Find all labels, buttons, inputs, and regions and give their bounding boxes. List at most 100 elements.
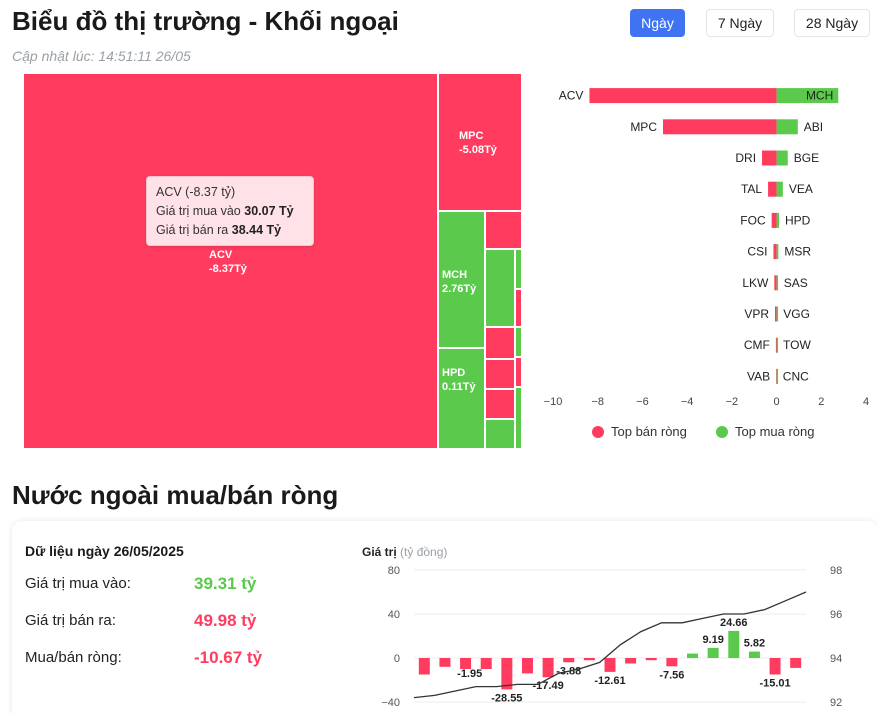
treemap-cell-small[interactable] xyxy=(515,249,522,289)
range-28day-button[interactable]: 28 Ngày xyxy=(794,9,870,37)
net-flow-bar xyxy=(687,653,699,658)
y2-tick-label: 96 xyxy=(830,609,842,621)
net-flow-bar-label: -28.55 xyxy=(491,692,522,704)
flow-chart-ylabel: Giá trị (tỷ đồng) xyxy=(362,545,447,559)
treemap-cell-acv[interactable] xyxy=(23,73,438,449)
treemap-cell-small[interactable] xyxy=(485,359,515,389)
treemap-cell-small[interactable] xyxy=(485,211,522,249)
tooltip-buy: Giá trị mua vào 30.07 Tỷ xyxy=(156,202,304,221)
net-flow-bar xyxy=(542,658,554,678)
sell-bar xyxy=(771,212,777,228)
treemap: ACV -8.37Tỷ MPC -5.08Tỷ MCH 2.76Tỷ HPD 0… xyxy=(23,73,522,449)
treemap-cell-small[interactable] xyxy=(485,249,515,327)
buy-bar xyxy=(776,244,779,260)
flow-chart-ylabel-text: Giá trị xyxy=(362,545,397,559)
sell-bar-label: TAL xyxy=(741,182,762,196)
net-data-date: Dữ liệu ngày 26/05/2025 xyxy=(25,543,184,559)
net-flow-bar-label: 5.82 xyxy=(744,638,765,650)
treemap-cell-mpc[interactable] xyxy=(438,73,522,211)
buy-value: 39.31 tỷ xyxy=(194,574,257,593)
buy-value-label: Giá trị mua vào: xyxy=(25,575,131,592)
legend-buy[interactable]: Top mua ròng xyxy=(716,424,815,439)
x-tick-label: 0 xyxy=(774,396,780,408)
treemap-cell-small[interactable] xyxy=(515,327,522,357)
sell-bar-label: DRI xyxy=(735,151,756,165)
legend-sell[interactable]: Top bán ròng xyxy=(592,424,687,439)
buy-bar-label: BGE xyxy=(794,151,819,165)
treemap-code: ACV xyxy=(209,249,233,261)
sell-bar-label: CMF xyxy=(744,338,770,352)
range-7day-button[interactable]: 7 Ngày xyxy=(706,9,774,37)
x-tick-label: −2 xyxy=(726,396,739,408)
treemap-cell-small[interactable] xyxy=(515,357,522,387)
net-flow-bar xyxy=(460,658,472,669)
buy-bar-label: SAS xyxy=(784,276,808,290)
sell-bar xyxy=(768,181,777,197)
x-tick-label: −6 xyxy=(636,396,649,408)
sell-bar-label: VPR xyxy=(744,307,769,321)
top-net-bar-chart: ACV MCH MPC ABI DRI BGE TAL VEA FOC HPD CSI MSR LKW S… xyxy=(544,88,869,408)
y-tick-label: −40 xyxy=(381,697,400,709)
tooltip-buy-label: Giá trị mua vào xyxy=(156,204,241,218)
net-flow-bar xyxy=(728,630,740,658)
sell-value-label: Giá trị bán ra: xyxy=(25,612,116,629)
x-tick-label: −10 xyxy=(544,396,563,408)
net-flow-bar xyxy=(480,658,492,669)
updated-timestamp: Cập nhật lúc: 14:51:11 26/05 xyxy=(12,48,191,64)
net-flow-bar-label: -15.01 xyxy=(759,678,790,690)
index-line xyxy=(413,591,807,699)
treemap-cell-small[interactable] xyxy=(485,419,515,449)
sell-bar-label: VAB xyxy=(747,369,770,383)
treemap-label-mch: MCH 2.76Tỷ xyxy=(442,268,476,296)
tooltip-title: ACV (-8.37 tỷ) xyxy=(156,185,236,199)
net-flow-bar xyxy=(501,658,513,690)
tooltip-sell-label: Giá trị bán ra xyxy=(156,223,229,237)
treemap-cell-small[interactable] xyxy=(515,387,522,449)
treemap-cell-small[interactable] xyxy=(485,327,515,359)
net-flow-bar-label: -7.56 xyxy=(659,669,684,681)
buy-bar-label: CNC xyxy=(783,369,809,383)
net-value: -10.67 tỷ xyxy=(194,648,263,667)
treemap-code: MPC xyxy=(459,130,484,142)
net-flow-bar xyxy=(769,658,781,675)
treemap-cell-mch[interactable] xyxy=(438,211,485,348)
net-flow-bar xyxy=(521,658,533,674)
net-flow-bar-label: 24.66 xyxy=(720,617,748,629)
buy-bar xyxy=(776,337,779,353)
sell-bar-label: ACV xyxy=(559,89,584,103)
buy-bar-label: ABI xyxy=(804,120,823,134)
sell-bar-label: MPC xyxy=(630,120,657,134)
net-panel xyxy=(12,521,877,713)
legend-sell-dot xyxy=(592,425,604,438)
net-flow-bar xyxy=(604,658,616,672)
buy-bar xyxy=(776,368,779,384)
treemap-cell-small[interactable] xyxy=(485,389,515,419)
legend-buy-label: Top mua ròng xyxy=(735,424,815,439)
treemap-cell-small[interactable] xyxy=(515,289,522,327)
treemap-label-acv: ACV -8.37Tỷ xyxy=(209,248,247,276)
sell-bar xyxy=(774,275,777,291)
net-flow-bar-label: 9.19 xyxy=(702,634,723,646)
y-tick-label: 40 xyxy=(388,609,400,621)
treemap-code: HPD xyxy=(442,367,466,379)
treemap-cell-hpd[interactable] xyxy=(438,348,485,449)
treemap-code: MCH xyxy=(442,269,468,281)
buy-bar-label: MSR xyxy=(784,245,811,259)
page-title: Biểu đồ thị trường - Khối ngoại xyxy=(12,6,399,36)
buy-bar xyxy=(776,212,780,228)
net-flow-bar xyxy=(748,651,760,658)
tooltip-sell-value: 38.44 Tỷ xyxy=(231,223,282,237)
sell-bar xyxy=(589,88,777,104)
treemap-label-hpd: HPD 0.11Tỷ xyxy=(442,366,476,394)
y-tick-label: 0 xyxy=(394,653,400,665)
sell-bar-label: FOC xyxy=(740,213,766,227)
treemap-value: -8.37Tỷ xyxy=(209,263,247,275)
buy-bar xyxy=(776,119,798,135)
buy-bar-label: HPD xyxy=(785,213,811,227)
sell-bar xyxy=(762,150,777,166)
net-flow-bar-label: -17.49 xyxy=(533,680,564,692)
buy-bar xyxy=(776,275,779,291)
range-day-button[interactable]: Ngày xyxy=(630,9,685,37)
x-tick-label: 2 xyxy=(818,396,824,408)
net-flow-bar-label: -12.61 xyxy=(594,675,625,687)
